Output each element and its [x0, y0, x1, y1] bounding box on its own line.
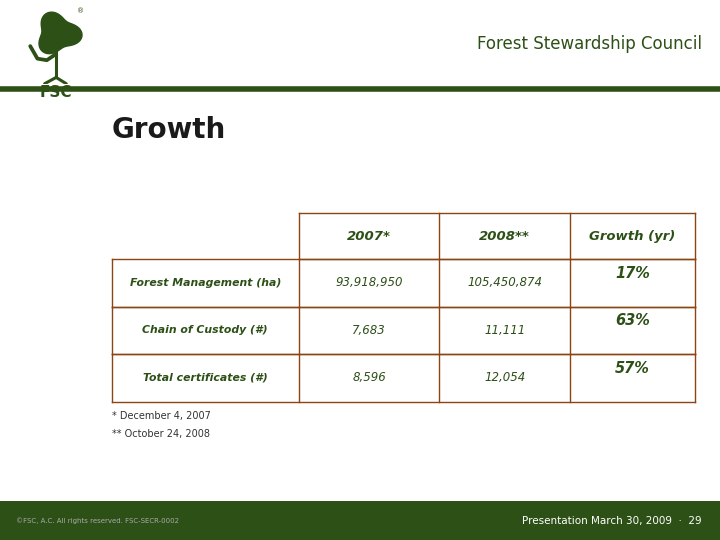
Text: * December 4, 2007: * December 4, 2007 [112, 411, 210, 422]
Text: Chain of Custody (#): Chain of Custody (#) [143, 326, 268, 335]
Text: 105,450,874: 105,450,874 [467, 276, 542, 289]
Text: 11,111: 11,111 [484, 324, 526, 337]
Text: 2007*: 2007* [347, 230, 391, 243]
Text: Forest Management (ha): Forest Management (ha) [130, 278, 281, 288]
Text: 7,683: 7,683 [352, 324, 386, 337]
Text: 57%: 57% [615, 361, 650, 376]
Text: FSC: FSC [40, 85, 73, 100]
Text: Presentation March 30, 2009  ·  29: Presentation March 30, 2009 · 29 [523, 516, 702, 525]
Text: 63%: 63% [615, 313, 650, 328]
Text: ®: ® [77, 8, 84, 14]
Text: ©FSC, A.C. All rights reserved. FSC-SECR-0002: ©FSC, A.C. All rights reserved. FSC-SECR… [16, 517, 179, 524]
Text: 8,596: 8,596 [352, 372, 386, 384]
Polygon shape [39, 12, 82, 53]
Text: 93,918,950: 93,918,950 [336, 276, 403, 289]
Text: Growth (yr): Growth (yr) [589, 230, 675, 243]
Text: Forest Stewardship Council: Forest Stewardship Council [477, 35, 702, 53]
Text: 17%: 17% [615, 266, 650, 281]
Text: 12,054: 12,054 [484, 372, 526, 384]
Text: Growth: Growth [112, 116, 226, 144]
Text: 2008**: 2008** [480, 230, 530, 243]
Text: ** October 24, 2008: ** October 24, 2008 [112, 429, 210, 439]
Text: Total certificates (#): Total certificates (#) [143, 373, 268, 383]
